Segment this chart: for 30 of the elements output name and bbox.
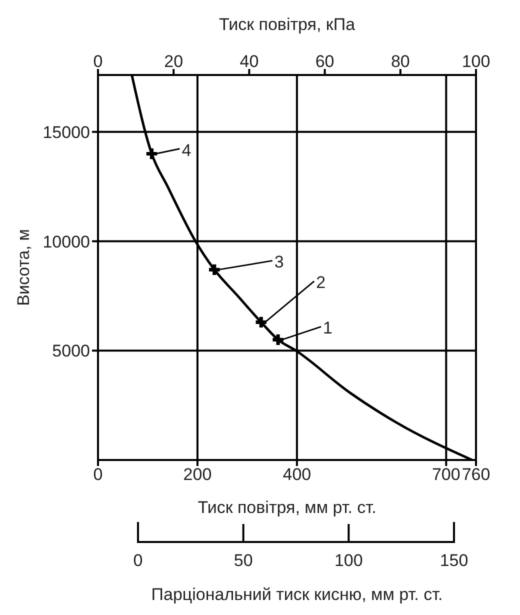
x2-axis-title: Тиск повітря, кПа <box>218 15 356 34</box>
text: Парціональний тиск кисню, мм рт. ст. <box>151 585 443 604</box>
text: 50 <box>234 551 253 570</box>
point <box>256 316 267 328</box>
text: 150 <box>440 551 468 570</box>
x-tick-label: 200 <box>183 465 212 484</box>
point <box>146 148 158 160</box>
x-axis-title: Тиск повітря, мм рт. ст. <box>198 498 376 517</box>
y-tick-label: 5000 <box>52 342 90 361</box>
x2-tick-label: 40 <box>240 52 259 71</box>
x2-tick-label: 20 <box>164 52 184 71</box>
x-tick-label: 760 <box>462 465 490 484</box>
annotation: 3 <box>274 252 284 272</box>
x2-tick-label: 60 <box>315 52 334 71</box>
y-tick-label: 15000 <box>42 122 90 142</box>
text: 100 <box>334 551 363 570</box>
x-tick-label: 700 <box>432 465 460 484</box>
point <box>209 264 220 276</box>
annotation: 2 <box>316 273 326 292</box>
y-axis-title: Висота, м <box>14 229 34 306</box>
x-tick-label: 400 <box>282 465 312 484</box>
x-tick-label: 0 <box>93 465 103 484</box>
y-tick-label: 10000 <box>42 232 90 252</box>
annotation: 4 <box>182 140 192 160</box>
annotation: 1 <box>323 318 333 338</box>
text: 0 <box>133 551 143 570</box>
x2-tick-label: 100 <box>462 52 490 71</box>
x2-tick-label: 0 <box>93 52 103 71</box>
x2-tick-label: 80 <box>390 52 410 71</box>
point <box>272 334 284 346</box>
